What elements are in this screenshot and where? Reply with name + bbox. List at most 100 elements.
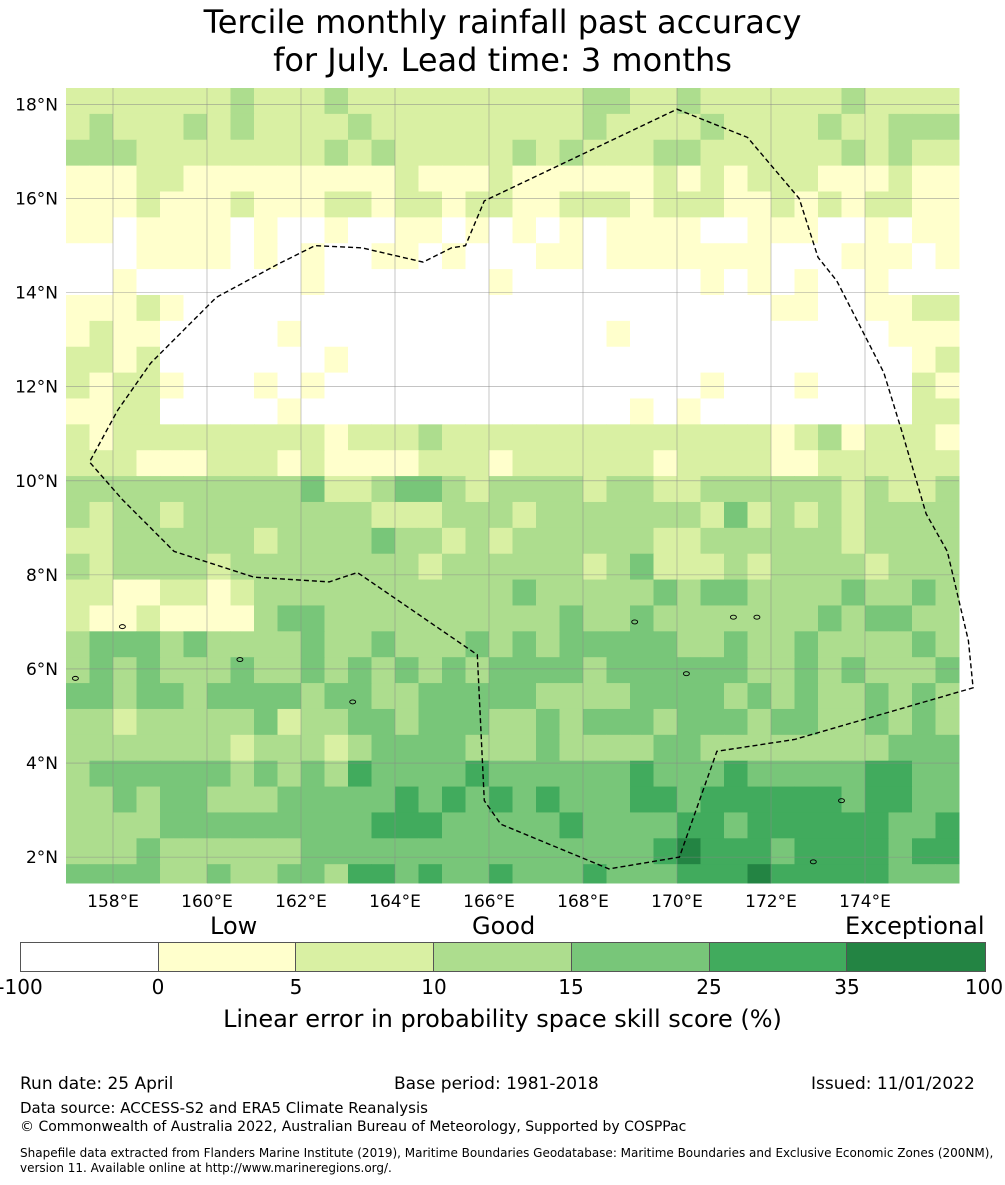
grid-cell: [324, 165, 349, 192]
grid-cell: [489, 527, 513, 555]
longitude-tick-label: 174°E: [839, 892, 891, 910]
grid-cell: [418, 864, 443, 884]
grid-cell: [371, 657, 396, 684]
grid-cell: [207, 476, 231, 503]
grid-cell: [230, 786, 255, 813]
grid-cell: [677, 398, 701, 425]
grid-cell: [89, 88, 114, 115]
grid-cell: [794, 398, 819, 425]
grid-cell: [207, 579, 231, 606]
grid-cell: [677, 657, 701, 684]
grid-cell: [888, 838, 913, 865]
grid-cell: [747, 864, 772, 884]
grid-cell: [512, 139, 537, 167]
grid-cell: [747, 424, 772, 451]
grid-cell: [324, 113, 349, 141]
grid-cell: [277, 631, 302, 658]
grid-cell: [583, 786, 607, 813]
grid-cell: [583, 812, 607, 839]
grid-cell: [912, 760, 936, 788]
grid-cell: [207, 812, 231, 839]
grid-cell: [442, 760, 466, 788]
grid-cell: [912, 88, 936, 115]
grid-cell: [89, 553, 114, 581]
grid-cell: [771, 398, 795, 425]
grid-cell: [254, 838, 278, 865]
grid-cell: [442, 786, 466, 813]
grid-cell: [465, 631, 490, 658]
grid-cell: [794, 631, 819, 658]
grid-cell: [348, 88, 372, 115]
grid-cell: [489, 838, 513, 865]
grid-cell: [230, 631, 255, 658]
grid-cell: [771, 243, 795, 270]
grid-cell: [536, 88, 560, 115]
grid-cell: [536, 864, 560, 884]
grid-cell: [254, 320, 278, 348]
grid-cell: [489, 320, 513, 348]
grid-cell: [183, 398, 208, 425]
grid-cell: [230, 424, 255, 451]
grid-cell: [841, 372, 866, 399]
grid-cell: [935, 424, 960, 451]
grid-cell: [301, 113, 325, 141]
grid-cell: [653, 476, 678, 503]
grid-cell: [606, 838, 631, 865]
grid-cell: [254, 760, 278, 788]
grid-cell: [89, 398, 114, 425]
grid-cell: [794, 605, 819, 632]
longitude-tick-label: 158°E: [87, 892, 139, 910]
grid-cell: [465, 501, 490, 529]
grid-cell: [512, 320, 537, 348]
grid-cell: [700, 88, 725, 115]
grid-cell: [301, 372, 325, 399]
grid-cell: [700, 579, 725, 606]
grid-cell: [89, 165, 114, 192]
grid-cell: [559, 450, 584, 477]
grid-cell: [207, 88, 231, 115]
grid-cell: [677, 424, 701, 451]
grid-cell: [606, 320, 631, 348]
grid-cell: [489, 476, 513, 503]
grid-cell: [89, 243, 114, 270]
grid-cell: [324, 812, 349, 839]
grid-cell: [653, 88, 678, 115]
grid-cell: [113, 217, 137, 244]
grid-cell: [183, 579, 208, 606]
grid-cell: [559, 217, 584, 244]
grid-cell: [301, 320, 325, 348]
grid-cell: [583, 683, 607, 710]
grid-cell: [277, 346, 302, 374]
grid-cell: [935, 527, 960, 555]
grid-cell: [512, 113, 537, 141]
grid-cell: [677, 501, 701, 529]
grid-cell: [630, 113, 654, 141]
map-gridlines: [66, 88, 959, 883]
grid-cell: [935, 372, 960, 399]
grid-cell: [771, 838, 795, 865]
grid-cell: [630, 501, 654, 529]
grid-cell: [912, 527, 936, 555]
grid-cell: [230, 734, 255, 762]
grid-cell: [559, 683, 584, 710]
colorbar-tick: 25: [696, 975, 722, 999]
grid-cell: [230, 320, 255, 348]
grid-cell: [794, 372, 819, 399]
grid-cell: [254, 605, 278, 632]
grid-cell: [865, 476, 889, 503]
grid-cell: [606, 812, 631, 839]
grid-cell: [395, 88, 419, 115]
grid-cell: [559, 527, 584, 555]
grid-cell: [371, 269, 396, 296]
grid-cell: [512, 605, 537, 632]
grid-cell: [724, 88, 748, 115]
grid-cell: [230, 346, 255, 374]
grid-cell: [277, 476, 302, 503]
grid-cell: [113, 294, 137, 322]
grid-cell: [324, 683, 349, 710]
grid-cell: [66, 243, 90, 270]
grid-cell: [395, 501, 419, 529]
grid-cell: [136, 553, 161, 581]
grid-cell: [89, 683, 114, 710]
grid-cell: [630, 605, 654, 632]
